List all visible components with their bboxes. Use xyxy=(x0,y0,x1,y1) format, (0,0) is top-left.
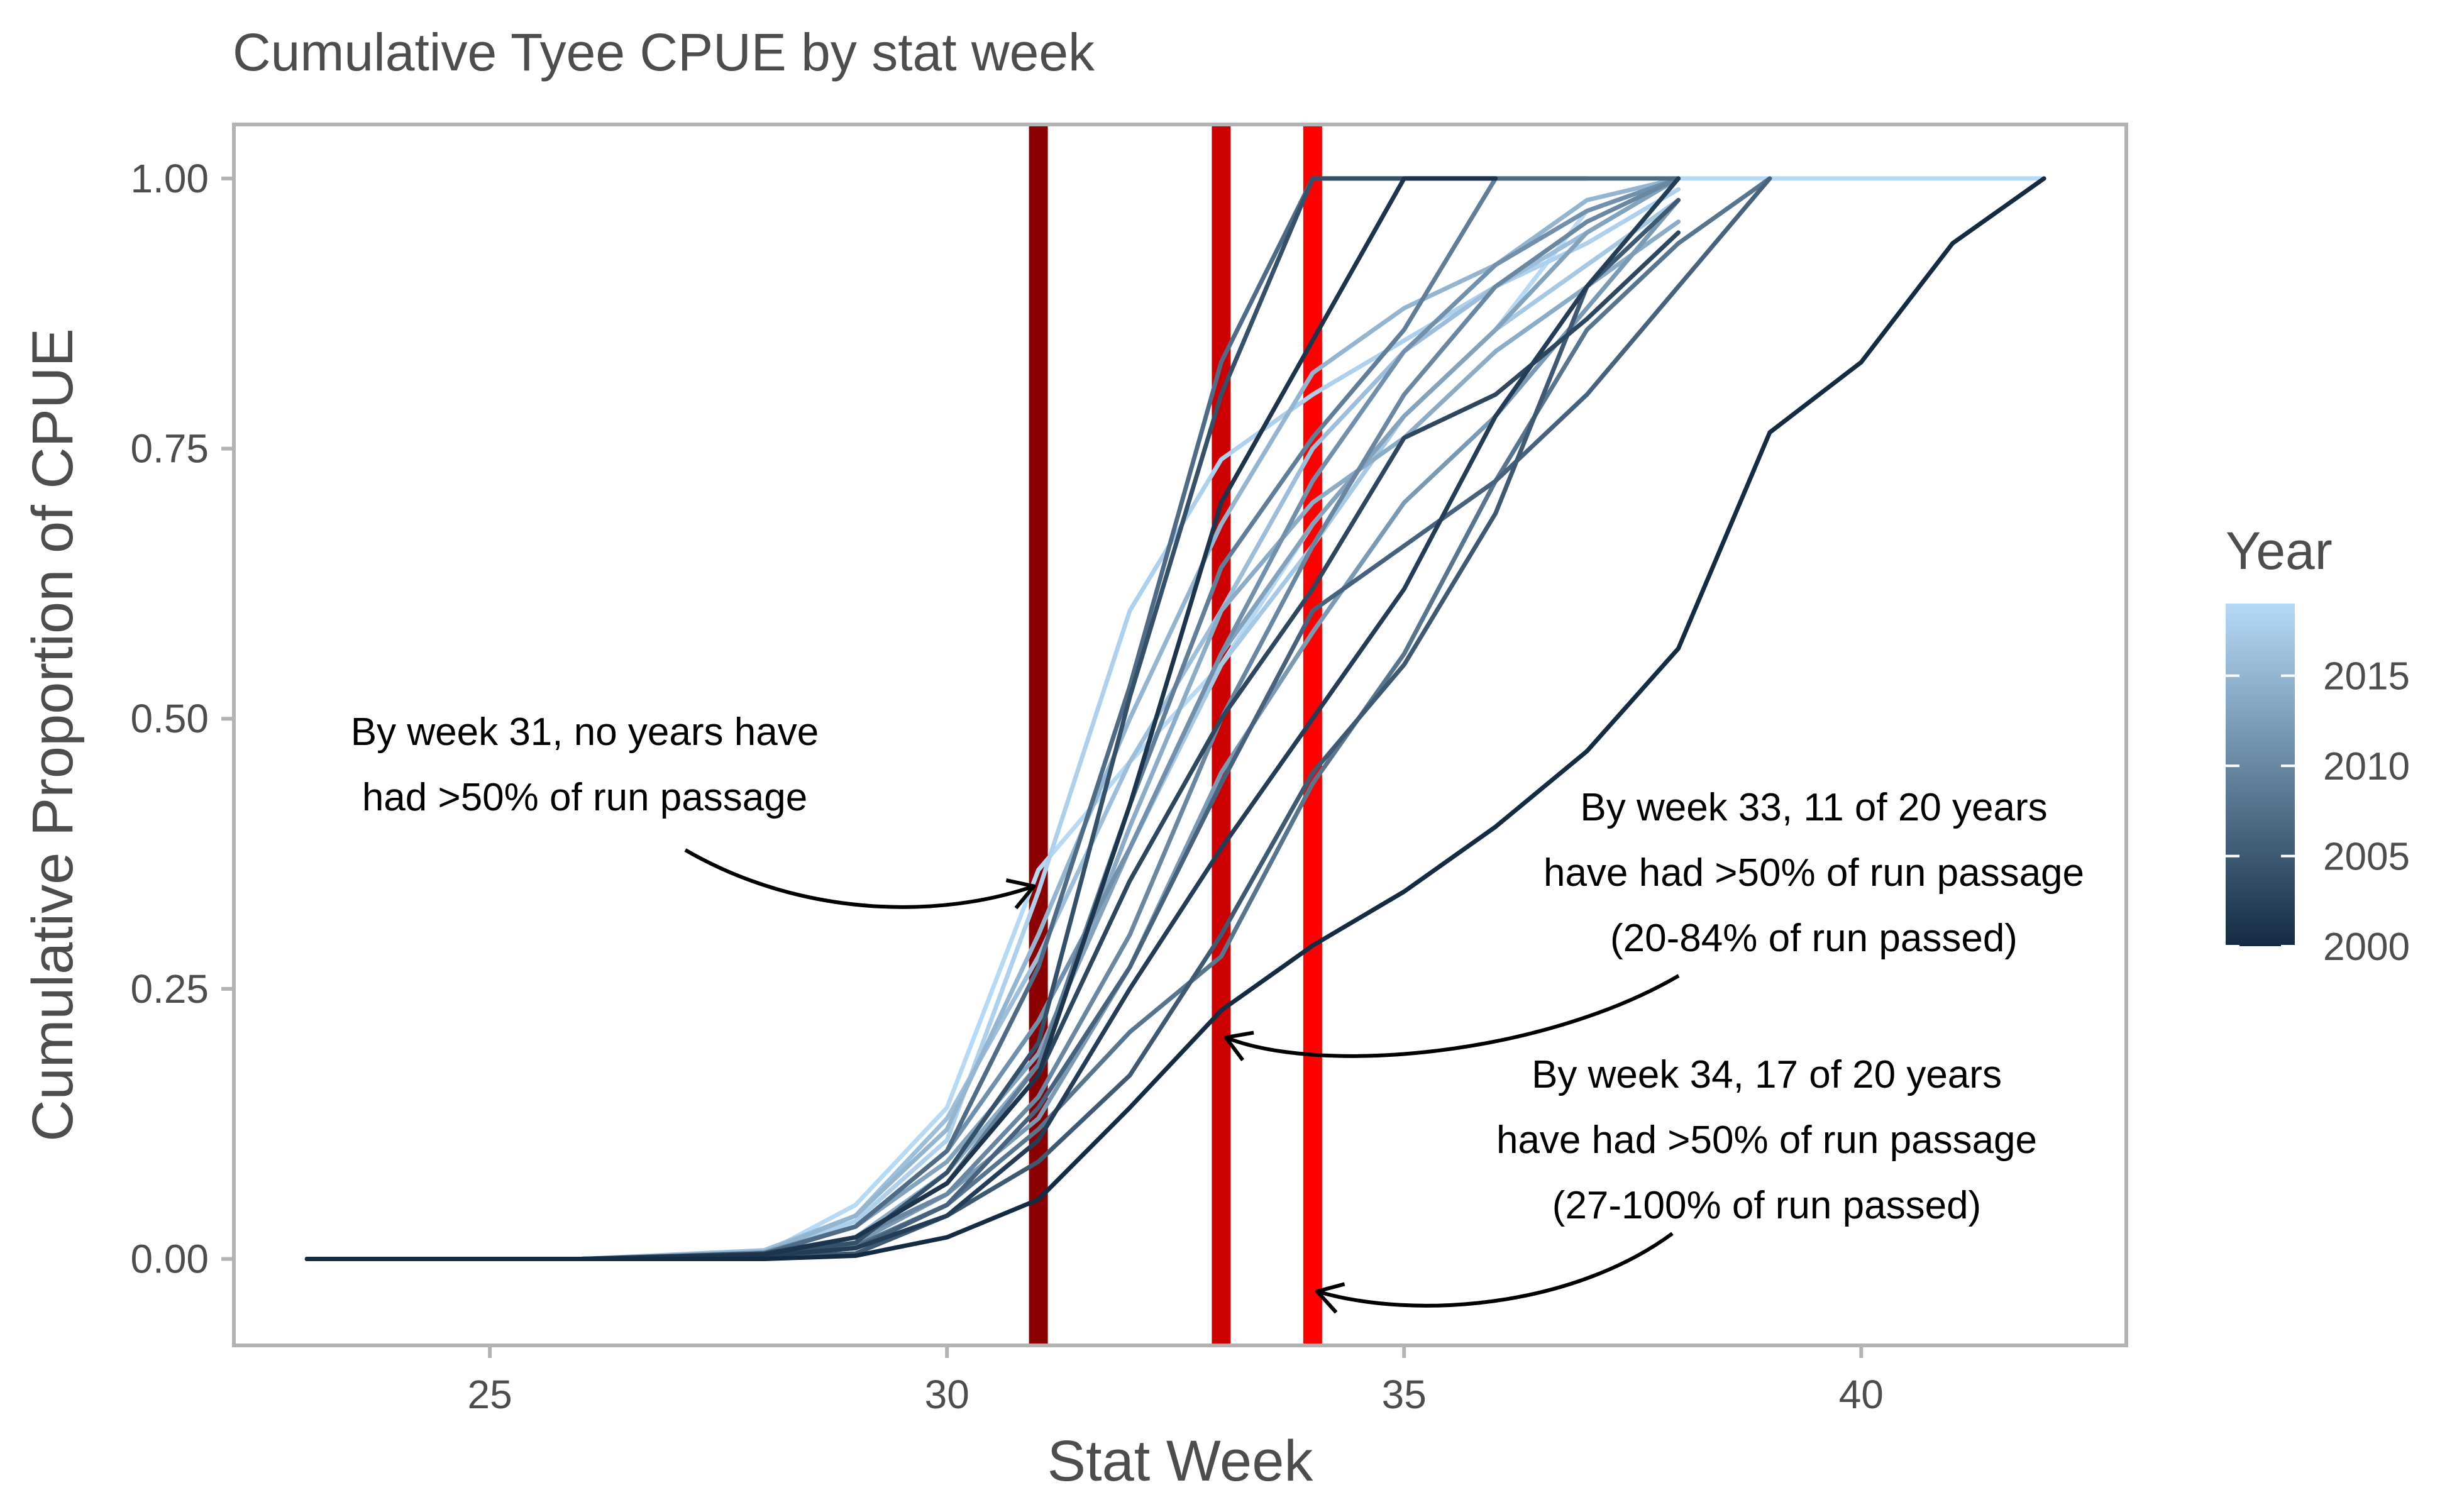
annotation-1-arrow xyxy=(684,848,1035,909)
annotation-2-arrowhead xyxy=(1223,1030,1254,1062)
legend-label: 2015 xyxy=(2323,655,2410,698)
annotation-2-line: By week 33, 11 of 20 years xyxy=(1580,786,2047,829)
legend-label: 2010 xyxy=(2323,745,2410,788)
annotation-2-line: have had >50% of run passage xyxy=(1544,851,2084,895)
legend: Year 2000 2005 2010 2015 xyxy=(2226,521,2410,969)
plot-panel-border xyxy=(232,123,2128,1347)
annotations: By week 31, no years have had >50% of run… xyxy=(351,710,2084,1314)
legend-label: 2005 xyxy=(2323,836,2410,879)
y-axis-label: Cumulative Proportion of CPUE xyxy=(21,328,85,1142)
series-line-2000 xyxy=(304,176,2046,1261)
series-line-2001 xyxy=(304,176,1498,1261)
annotation-1-arrowhead xyxy=(1005,878,1036,910)
x-axis-label: Stat Week xyxy=(1047,1429,1314,1493)
x-tick-label: 40 xyxy=(1839,1372,1884,1417)
x-tick-label: 35 xyxy=(1382,1372,1427,1417)
annotation-1-line: By week 31, no years have xyxy=(351,710,819,754)
y-tick-label: 0.25 xyxy=(130,966,209,1012)
legend-colorbar xyxy=(2226,604,2295,946)
legend-ticks: 2000 2005 2010 2015 xyxy=(2226,655,2410,969)
x-tick-label: 30 xyxy=(925,1372,969,1417)
annotation-3-arrow xyxy=(1317,1232,1674,1308)
annotation-2-line: (20-84% of run passed) xyxy=(1610,917,2018,960)
y-tick-label: 0.00 xyxy=(130,1237,209,1282)
annotation-3-line: (27-100% of run passed) xyxy=(1552,1184,1981,1227)
chart-title: Cumulative Tyee CPUE by stat week xyxy=(233,23,1095,82)
legend-label: 2000 xyxy=(2323,925,2410,969)
annotation-1-line: had >50% of run passage xyxy=(362,776,807,819)
legend-title: Year xyxy=(2226,521,2333,580)
x-axis: 25 30 35 40 xyxy=(468,1345,1884,1417)
annotation-2-arrow xyxy=(1225,974,1680,1058)
y-axis: 0.00 0.25 0.50 0.75 1.00 xyxy=(130,156,234,1282)
y-tick-label: 0.75 xyxy=(130,426,209,472)
annotation-3-line: have had >50% of run passage xyxy=(1496,1118,2037,1162)
annotation-3-line: By week 34, 17 of 20 years xyxy=(1532,1053,2002,1096)
x-tick-label: 25 xyxy=(468,1372,512,1417)
y-tick-label: 0.50 xyxy=(130,696,209,741)
y-tick-label: 1.00 xyxy=(130,156,209,201)
reference-lines xyxy=(1029,124,1322,1345)
annotation-3-arrowhead xyxy=(1315,1282,1345,1314)
series-lines xyxy=(304,176,2046,1261)
